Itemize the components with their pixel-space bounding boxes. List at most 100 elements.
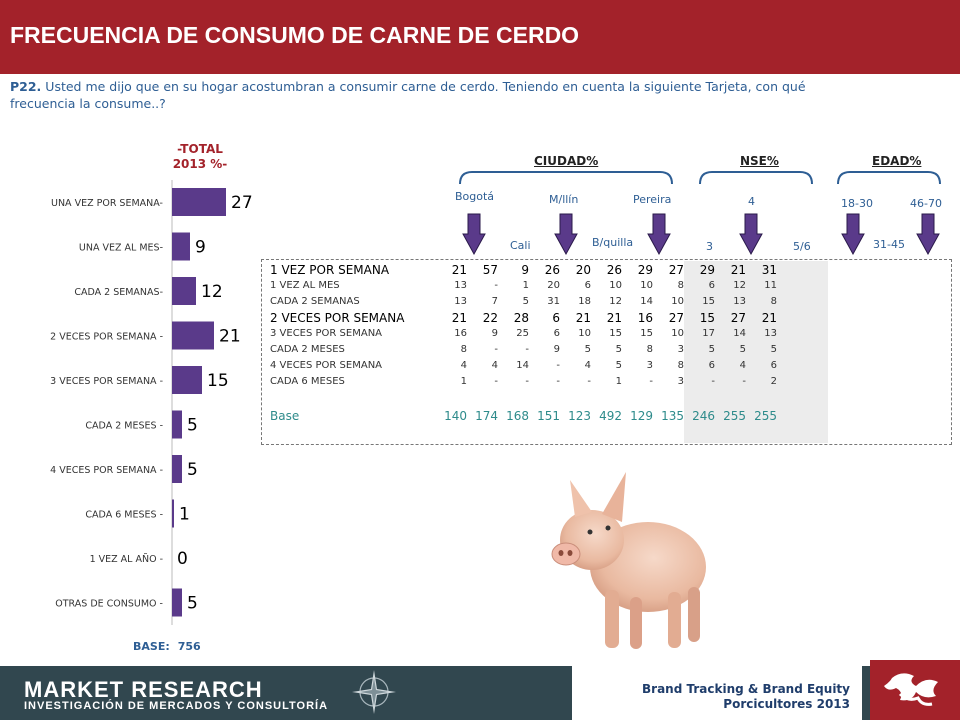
bar — [172, 588, 182, 617]
table-cell: - — [587, 376, 591, 387]
table-cell: 3 — [646, 360, 653, 371]
row-label: CADA 6 MESES — [270, 376, 345, 387]
arrow-pereira-icon — [647, 213, 671, 256]
table-cell: 5 — [708, 344, 715, 355]
table-cell: 6 — [584, 280, 591, 291]
table-row: CADA 6 MESES 1 - - - - 1 - 3 - - 2 — [262, 374, 777, 390]
base-cell: 135 — [661, 409, 684, 423]
table-cell: 13 — [454, 280, 467, 291]
category-label: UNA VEZ AL MES- — [79, 243, 163, 254]
table-cell: 15 — [609, 328, 622, 339]
base-cell: 168 — [506, 409, 529, 423]
table-cell: 12 — [733, 280, 746, 291]
bar-value-label: 9 — [195, 238, 206, 258]
base-cell: 140 — [444, 409, 467, 423]
table-row: 1 VEZ POR SEMANA 21 57 9 26 20 26 29 27 29 21 31 — [262, 262, 777, 278]
company-name: MARKET RESEARCH — [24, 677, 263, 702]
table-cell: 21 — [575, 311, 591, 325]
table-cell: 20 — [547, 280, 560, 291]
bar-value-label: 5 — [187, 416, 198, 436]
table-cell: 3 — [677, 376, 684, 387]
col-label-cali: Cali — [510, 239, 531, 252]
base-cell: 255 — [723, 409, 746, 423]
bar — [172, 366, 202, 394]
base-total: BASE: 756 — [133, 640, 201, 653]
column-brackets-arrows — [459, 171, 941, 256]
group-nse: NSE% — [740, 154, 779, 168]
col-label-barranquilla: B/quilla — [592, 236, 634, 249]
chart-title-line1: -TOTAL — [177, 142, 223, 156]
table-cell: 9 — [553, 344, 560, 355]
base-label: BASE: — [133, 640, 170, 653]
bar-value-label: 5 — [187, 594, 198, 614]
bracket-ciudad — [459, 171, 673, 185]
category-label: CADA 6 MESES - — [85, 510, 163, 521]
col-label-nse3: 3 — [706, 240, 713, 253]
table-row: CADA 2 MESES 8 - - 9 5 5 8 3 5 5 5 — [262, 342, 777, 358]
table-cell: 22 — [482, 311, 498, 325]
table-cell: 26 — [544, 263, 560, 277]
company-logo — [870, 660, 960, 720]
bracket-nse — [699, 171, 813, 185]
table-cell: 18 — [578, 296, 591, 307]
table-spacer — [262, 390, 777, 408]
table-cell: 21 — [730, 263, 746, 277]
col-label-edad1830: 18-30 — [841, 197, 873, 210]
table-row: 3 VECES POR SEMANA 16 9 25 6 10 15 15 10 17 14 13 — [262, 326, 777, 342]
table-cell: 5 — [770, 344, 777, 355]
table-cell: 1 — [615, 376, 622, 387]
table-cell: 21 — [451, 311, 467, 325]
table-cell: 57 — [482, 263, 498, 277]
question-body: Usted me dijo que en su hogar acostumbra… — [10, 79, 806, 111]
table-cell: 6 — [553, 328, 560, 339]
col-label-pereira: Pereira — [633, 193, 672, 206]
category-label: CADA 2 SEMANAS- — [74, 287, 163, 298]
table-cell: 13 — [454, 296, 467, 307]
table-cell: 6 — [552, 311, 560, 325]
col-label-bogota: Bogotá — [455, 190, 495, 203]
base-cell: 151 — [537, 409, 560, 423]
table-row: 1 VEZ AL MES 13 - 1 20 6 10 10 8 6 12 11 — [262, 278, 777, 294]
frequency-bar-chart: UNA VEZ POR SEMANA- 27 UNA VEZ AL MES- 9 CAD… — [50, 180, 253, 625]
arrow-bogota-icon — [462, 213, 486, 256]
table-cell: 8 — [460, 344, 467, 355]
table-cell: - — [649, 376, 653, 387]
brand-line-1: Brand Tracking & Brand Equity — [642, 682, 850, 696]
bar-value-label: 1 — [179, 505, 190, 525]
row-label: 4 VECES POR SEMANA — [270, 360, 383, 371]
table-border — [261, 259, 952, 445]
table-cell: 5 — [615, 344, 622, 355]
table-cell: 14 — [733, 328, 746, 339]
table-row: CADA 2 SEMANAS 13 7 5 31 18 12 14 10 15 13 8 — [262, 294, 777, 310]
table-cell: 4 — [460, 360, 467, 371]
row-label: CADA 2 MESES — [270, 344, 345, 355]
table-row: 4 VECES POR SEMANA 4 4 14 - 4 5 3 8 6 4 6 — [262, 358, 777, 374]
table-cell: 6 — [708, 360, 715, 371]
table-cell: 14 — [516, 360, 529, 371]
bar — [172, 499, 174, 528]
bar — [172, 188, 226, 216]
row-label: CADA 2 SEMANAS — [270, 296, 360, 307]
table-cell: 8 — [646, 344, 653, 355]
table-cell: 13 — [764, 328, 777, 339]
table-cell: 13 — [733, 296, 746, 307]
row-label: 1 VEZ AL MES — [270, 280, 340, 291]
table-cell: 6 — [708, 280, 715, 291]
bar-value-label: 12 — [201, 282, 223, 302]
table-cell: 5 — [522, 296, 529, 307]
table-cell: - — [525, 344, 529, 355]
footer-right-panel — [572, 666, 862, 720]
bar-value-label: 5 — [187, 460, 198, 480]
bar — [172, 455, 182, 483]
table-cell: 8 — [677, 280, 684, 291]
col-label-edad4670: 46-70 — [910, 197, 942, 210]
spacer-cell — [262, 390, 777, 408]
table-cell: 10 — [671, 328, 684, 339]
table-cell: 21 — [451, 263, 467, 277]
table-cell: 16 — [637, 311, 653, 325]
bar-value-label: 0 — [177, 549, 188, 569]
base-value: 756 — [177, 640, 201, 653]
table-cell: 5 — [739, 344, 746, 355]
question-code: P22. — [10, 79, 42, 94]
base-cell: 246 — [692, 409, 715, 423]
